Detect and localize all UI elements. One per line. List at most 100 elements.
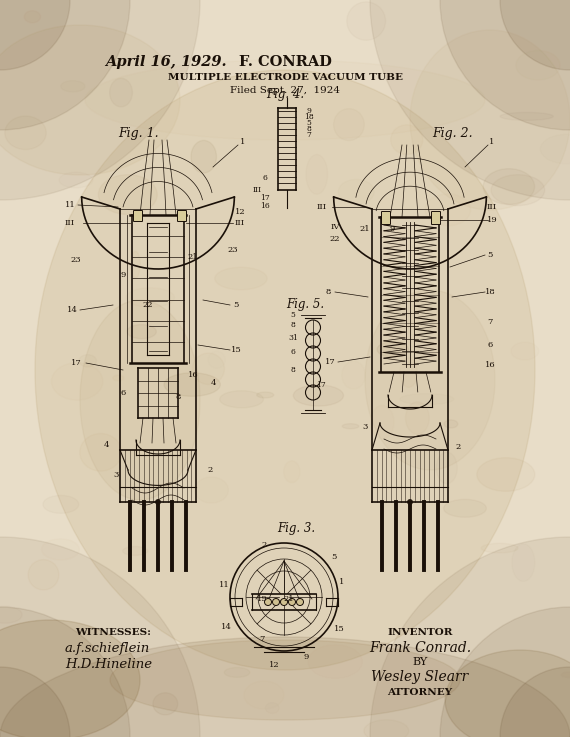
FancyBboxPatch shape — [381, 212, 390, 225]
Text: 2: 2 — [262, 541, 267, 549]
FancyBboxPatch shape — [177, 211, 186, 222]
Ellipse shape — [444, 420, 458, 428]
Text: Fig. 1.: Fig. 1. — [118, 127, 158, 140]
Ellipse shape — [164, 373, 221, 397]
Text: 16: 16 — [188, 371, 198, 379]
Text: 2: 2 — [455, 443, 461, 451]
Text: 21: 21 — [360, 225, 370, 233]
Ellipse shape — [0, 620, 140, 737]
Text: April 16, 1929.: April 16, 1929. — [105, 55, 227, 69]
Text: 4: 4 — [103, 441, 109, 449]
Ellipse shape — [445, 650, 570, 737]
Text: 2: 2 — [207, 466, 213, 474]
Ellipse shape — [491, 175, 545, 206]
Ellipse shape — [377, 342, 408, 357]
Text: 6: 6 — [120, 389, 125, 397]
Text: 11: 11 — [64, 201, 75, 209]
Text: 3: 3 — [113, 471, 119, 479]
Ellipse shape — [80, 300, 200, 500]
Circle shape — [370, 537, 570, 737]
Text: ATTORNEY: ATTORNEY — [388, 688, 453, 697]
Ellipse shape — [390, 125, 423, 155]
Circle shape — [440, 0, 570, 130]
Ellipse shape — [477, 458, 535, 492]
Ellipse shape — [99, 175, 157, 214]
Text: 19: 19 — [487, 216, 498, 224]
Text: 12: 12 — [268, 661, 279, 669]
Text: 16: 16 — [260, 202, 270, 210]
Text: III: III — [317, 203, 327, 211]
Ellipse shape — [0, 25, 180, 175]
Ellipse shape — [483, 169, 535, 204]
Text: 9: 9 — [389, 225, 394, 233]
Text: 7: 7 — [307, 131, 311, 139]
Text: 5: 5 — [487, 251, 492, 259]
Text: 11: 11 — [219, 581, 229, 589]
Text: 1: 1 — [339, 578, 345, 586]
Ellipse shape — [127, 324, 156, 339]
Ellipse shape — [191, 141, 217, 173]
Text: III: III — [487, 203, 497, 211]
Circle shape — [440, 607, 570, 737]
FancyBboxPatch shape — [133, 211, 142, 222]
Text: 8: 8 — [307, 125, 311, 133]
Text: Frank Conrad.: Frank Conrad. — [369, 641, 471, 655]
Text: 7: 7 — [487, 318, 492, 326]
Text: 6: 6 — [487, 341, 492, 349]
Text: Filed Sept. 27,  1924: Filed Sept. 27, 1924 — [230, 86, 340, 95]
Text: 9: 9 — [307, 107, 311, 115]
Text: 17: 17 — [260, 194, 270, 202]
Text: 22: 22 — [142, 301, 153, 309]
Text: MULTIPLE ELECTRODE VACUUM TUBE: MULTIPLE ELECTRODE VACUUM TUBE — [168, 73, 402, 82]
Ellipse shape — [109, 78, 132, 107]
Text: III: III — [65, 219, 75, 227]
Text: 4: 4 — [210, 379, 216, 387]
Circle shape — [0, 0, 200, 200]
Ellipse shape — [85, 60, 485, 140]
Text: 31: 31 — [288, 334, 298, 342]
Circle shape — [296, 598, 303, 606]
Text: 8: 8 — [176, 393, 181, 401]
Text: 7: 7 — [259, 635, 264, 643]
Text: Fig. 4.: Fig. 4. — [266, 88, 304, 101]
Ellipse shape — [80, 433, 121, 471]
Circle shape — [288, 598, 295, 606]
Text: 5: 5 — [233, 301, 239, 309]
Ellipse shape — [110, 640, 460, 720]
Circle shape — [370, 0, 570, 200]
Text: 17: 17 — [316, 381, 326, 389]
Circle shape — [280, 598, 287, 606]
Text: 18: 18 — [484, 288, 495, 296]
Text: Fig. 5.: Fig. 5. — [286, 298, 324, 311]
Text: 1: 1 — [489, 138, 495, 146]
Text: 5: 5 — [291, 311, 295, 319]
Circle shape — [264, 598, 271, 606]
Text: 17: 17 — [325, 358, 335, 366]
Text: 21: 21 — [188, 253, 198, 261]
Circle shape — [0, 0, 70, 70]
Ellipse shape — [28, 559, 59, 590]
Text: 3: 3 — [363, 423, 368, 431]
Ellipse shape — [131, 251, 140, 278]
Text: 23: 23 — [71, 256, 82, 264]
Text: 6: 6 — [263, 174, 267, 182]
Ellipse shape — [294, 385, 344, 406]
Text: 8: 8 — [291, 366, 295, 374]
Text: 5: 5 — [307, 119, 311, 127]
Text: 16: 16 — [484, 361, 495, 369]
Ellipse shape — [400, 358, 417, 388]
Text: 14: 14 — [221, 623, 231, 631]
Ellipse shape — [35, 70, 535, 670]
Circle shape — [500, 0, 570, 70]
Text: 6: 6 — [291, 348, 295, 356]
Text: INVENTOR: INVENTOR — [387, 628, 453, 637]
Text: 23: 23 — [227, 246, 238, 254]
Text: 1: 1 — [241, 138, 246, 146]
Ellipse shape — [113, 375, 124, 381]
Ellipse shape — [410, 30, 570, 210]
Ellipse shape — [342, 424, 359, 429]
Text: 5: 5 — [331, 553, 337, 561]
Text: F. CONRAD: F. CONRAD — [239, 55, 331, 69]
Text: 8: 8 — [291, 321, 295, 329]
Ellipse shape — [153, 693, 178, 715]
